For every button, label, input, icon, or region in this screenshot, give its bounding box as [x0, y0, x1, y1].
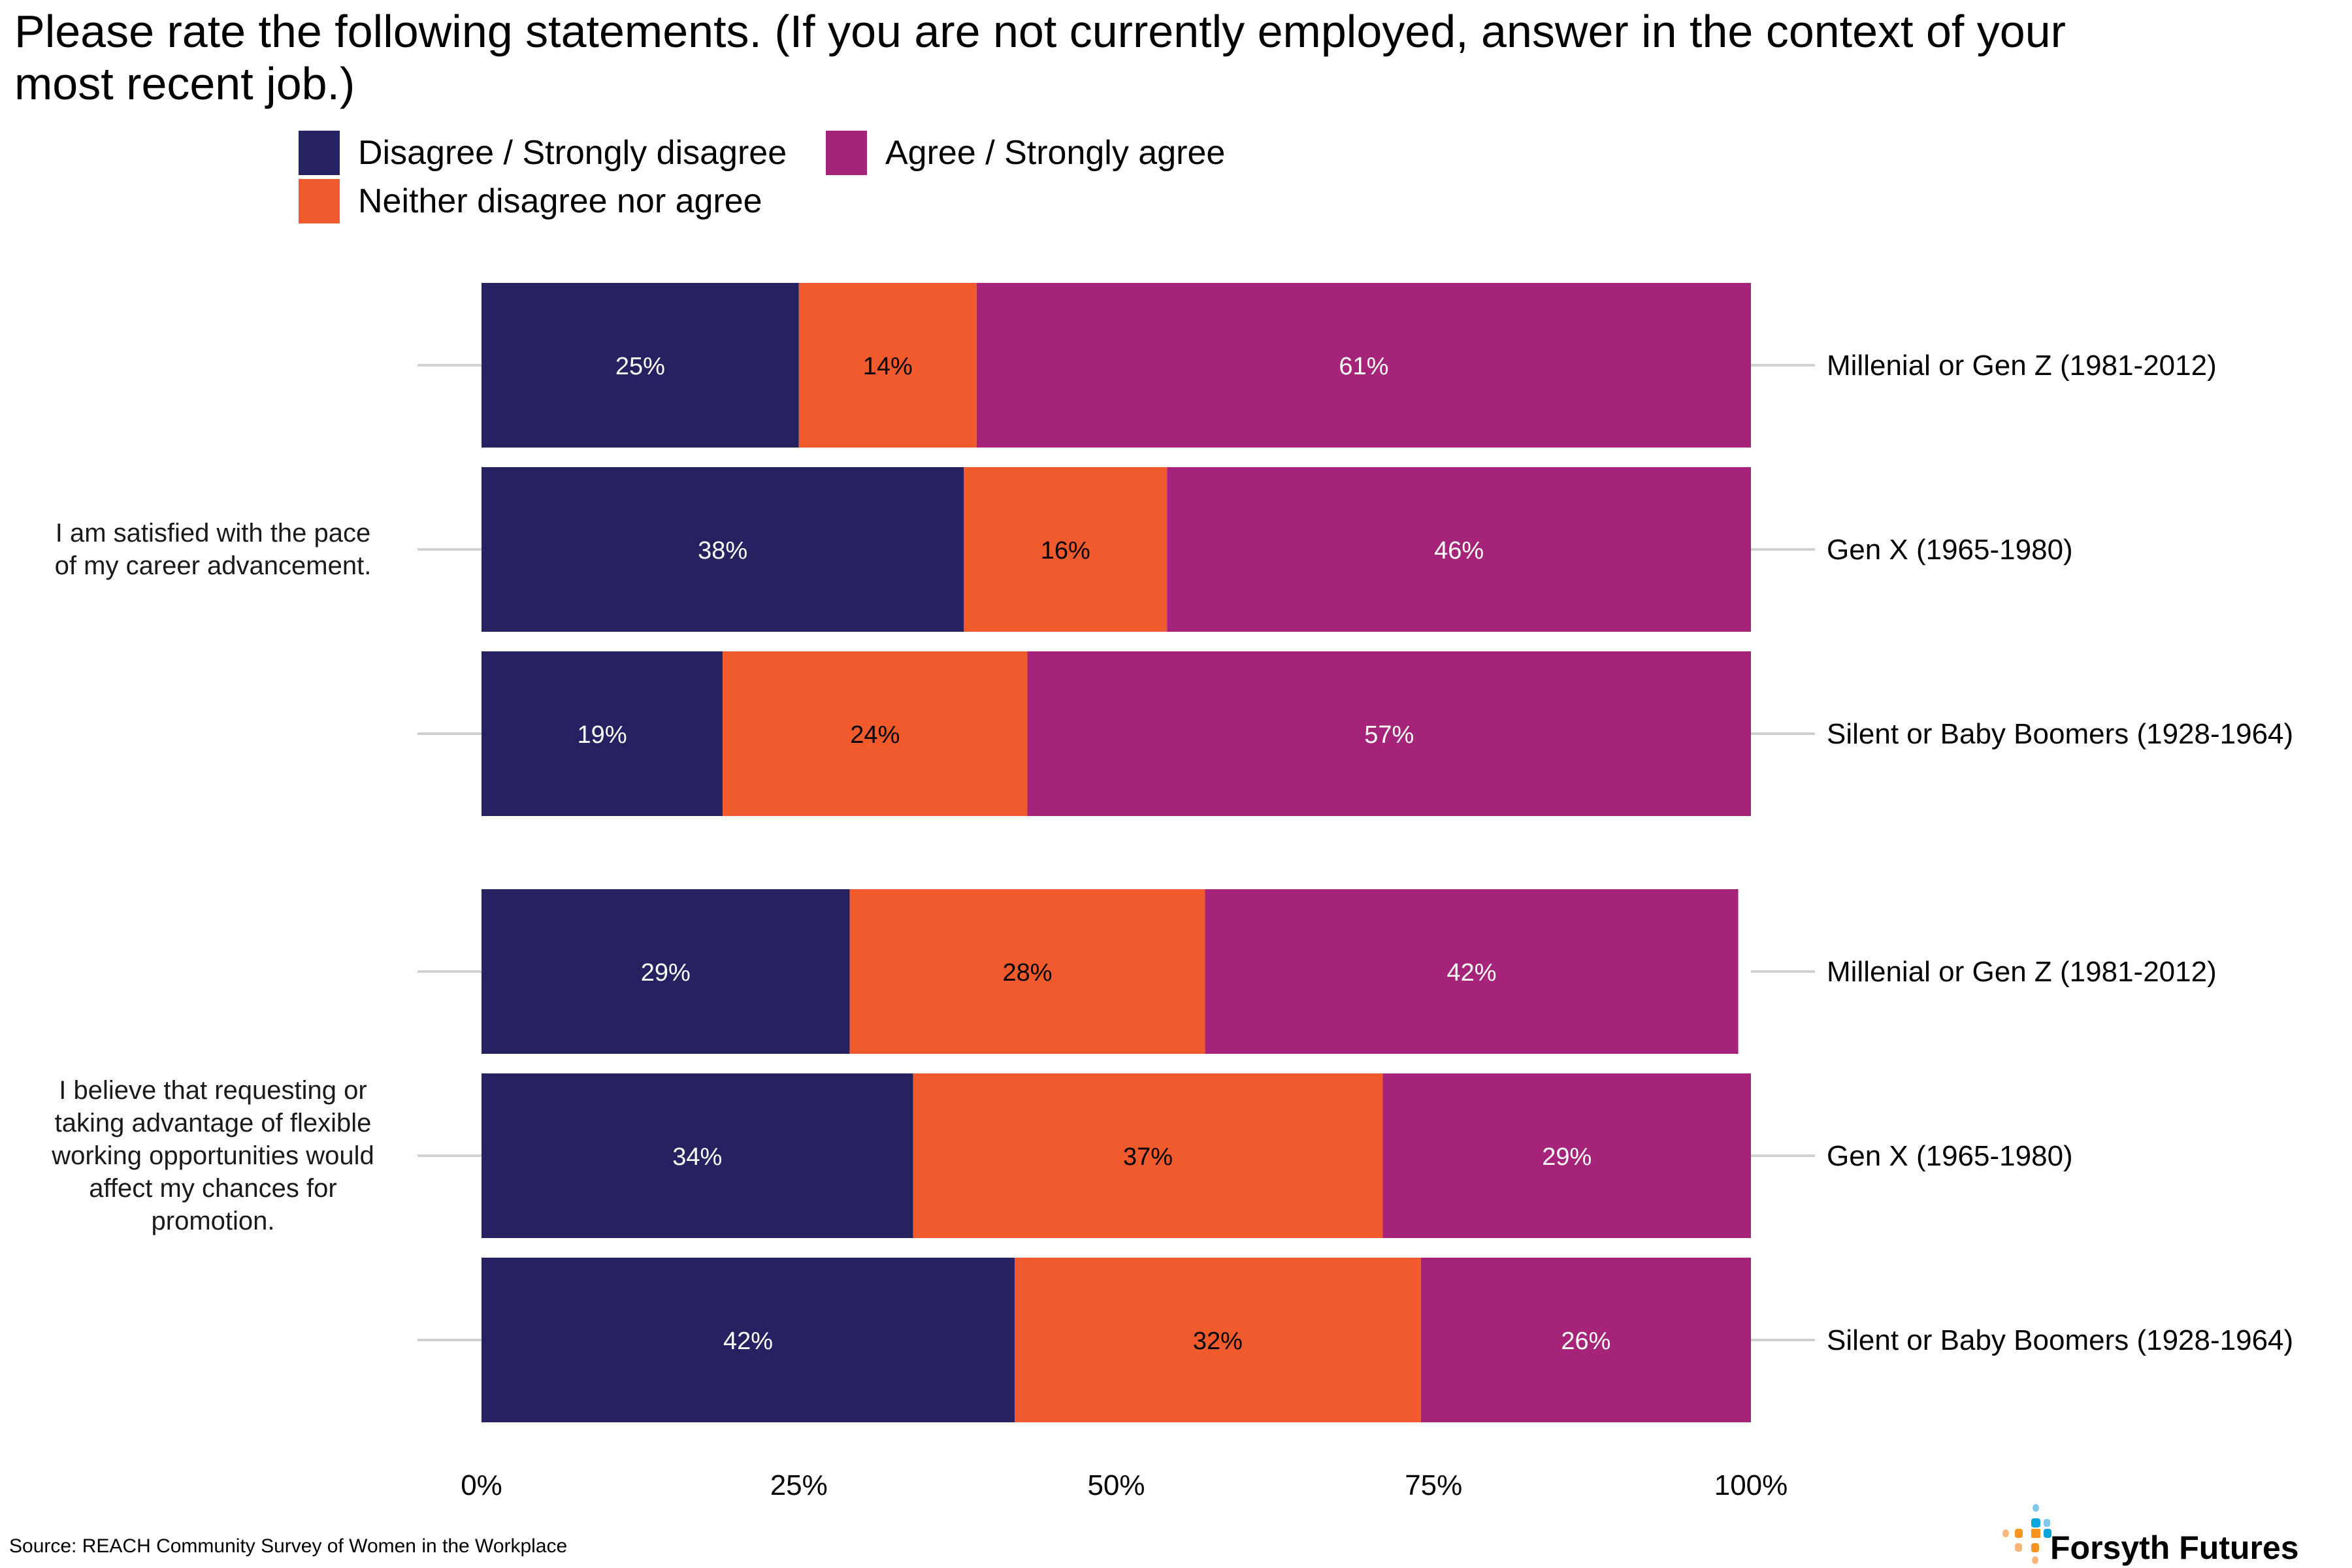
logo-dots-icon [2002, 1504, 2051, 1564]
legend-swatch-agree [826, 131, 867, 175]
data-label-disagree: 38% [698, 537, 747, 564]
bar-segment-agree [1382, 1073, 1751, 1238]
category-label: Silent or Baby Boomers (1928-1964) [1827, 718, 2293, 750]
data-label-neither: 28% [1002, 959, 1052, 987]
data-label-disagree: 29% [641, 959, 691, 987]
statement-line: of my career advancement. [54, 551, 372, 580]
data-label-agree: 61% [1339, 353, 1388, 380]
category-label: Millenial or Gen Z (1981-2012) [1827, 956, 2217, 988]
bar-segment-agree [1205, 889, 1739, 1054]
statement-line: promotion. [151, 1207, 275, 1235]
source-note: Source: REACH Community Survey of Women … [9, 1535, 568, 1557]
data-label-disagree: 34% [672, 1143, 722, 1171]
statement-label: I am satisfied with the pace of my career… [17, 517, 409, 582]
statement-line: taking advantage of flexible [54, 1109, 372, 1137]
data-label-disagree: 19% [578, 721, 627, 749]
data-label-agree: 26% [1561, 1328, 1610, 1355]
legend-swatch-disagree [299, 131, 340, 175]
bar-segment-agree [1027, 651, 1751, 816]
data-label-agree: 29% [1542, 1143, 1592, 1171]
x-tick-label: 75% [1405, 1469, 1462, 1501]
statement-line: I am satisfied with the pace [55, 519, 371, 547]
x-tick-label: 100% [1714, 1469, 1788, 1501]
legend-label-agree: Agree / Strongly agree [885, 134, 1226, 172]
category-label: Gen X (1965-1980) [1827, 534, 2073, 566]
legend-item-neither: Neither disagree nor agree [299, 179, 762, 223]
category-label: Silent or Baby Boomers (1928-1964) [1827, 1324, 2293, 1356]
category-label: Millenial or Gen Z (1981-2012) [1827, 350, 2217, 382]
x-tick-label: 0% [461, 1469, 502, 1501]
bar-segment-disagree [482, 467, 964, 632]
legend-item-disagree: Disagree / Strongly disagree [299, 131, 787, 175]
bar-segment-neither [964, 467, 1168, 632]
statement-line: I believe that requesting or [59, 1076, 367, 1105]
bar-segment-neither [1015, 1258, 1421, 1422]
bar-segment-neither [849, 889, 1205, 1054]
data-label-disagree: 25% [615, 353, 665, 380]
x-tick-label: 50% [1087, 1469, 1145, 1501]
bar-segment-neither [798, 283, 977, 448]
x-tick-label: 25% [770, 1469, 828, 1501]
statement-line: affect my chances for [89, 1174, 337, 1203]
logo-text: Forsyth Futures [2050, 1529, 2299, 1566]
data-label-agree: 42% [1447, 959, 1497, 987]
bar-segment-agree [1420, 1258, 1751, 1422]
bar-segment-agree [976, 283, 1751, 448]
bar-segment-disagree [482, 1258, 1015, 1422]
bar-segment-disagree [482, 283, 799, 448]
statement-label: I believe that requesting or taking advan… [17, 1074, 409, 1237]
data-label-agree: 57% [1364, 721, 1414, 749]
legend-item-agree: Agree / Strongly agree [826, 131, 1225, 175]
legend-swatch-neither [299, 179, 340, 223]
data-label-neither: 37% [1123, 1143, 1173, 1171]
forsyth-futures-logo: Forsyth Futures [1999, 1503, 2339, 1568]
data-label-neither: 32% [1193, 1328, 1243, 1355]
bar-segment-disagree [482, 889, 850, 1054]
chart-title: Please rate the following statements. (I… [14, 6, 2066, 109]
bar-segment-agree [1167, 467, 1751, 632]
bar-segment-disagree [482, 1073, 913, 1238]
bar-segment-neither [913, 1073, 1383, 1238]
statement-line: working opportunities would [52, 1141, 374, 1170]
legend-label-disagree: Disagree / Strongly disagree [358, 134, 787, 172]
legend-label-neither: Neither disagree nor agree [358, 182, 762, 220]
data-label-agree: 46% [1434, 537, 1484, 564]
data-label-neither: 16% [1041, 537, 1090, 564]
data-label-neither: 24% [850, 721, 900, 749]
bar-segment-disagree [482, 651, 723, 816]
bar-segment-neither [723, 651, 1028, 816]
data-label-neither: 14% [863, 353, 913, 380]
data-label-disagree: 42% [723, 1328, 773, 1355]
category-label: Gen X (1965-1980) [1827, 1140, 2073, 1172]
